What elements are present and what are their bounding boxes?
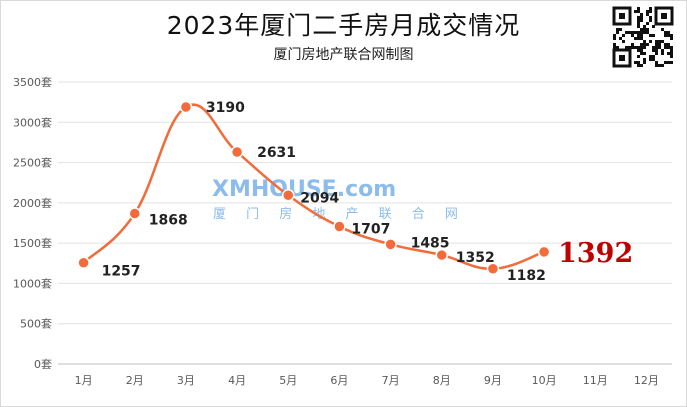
y-tick-label: 2000套 [13,197,52,210]
data-label: 1868 [149,212,188,228]
x-tick-label: 4月 [228,374,246,387]
y-tick-label: 1500套 [13,237,52,250]
y-tick-label: 1000套 [13,277,52,290]
data-point [537,245,551,259]
data-point [230,145,244,159]
highlight-data-label: 1392 [558,238,633,269]
data-label: 1352 [456,250,495,266]
x-tick-label: 10月 [532,374,557,387]
x-tick-label: 5月 [279,374,297,387]
x-tick-label: 6月 [330,374,348,387]
x-tick-label: 12月 [634,374,659,387]
data-point [486,262,500,276]
data-label: 2094 [300,190,339,206]
data-point [384,238,397,251]
y-tick-label: 3000套 [13,116,52,129]
chart-title: 2023年厦门二手房月成交情况 [166,11,521,40]
qr-code-icon [612,6,674,68]
data-point [333,220,346,233]
data-label: 1182 [507,268,546,284]
x-tick-label: 1月 [75,374,93,387]
data-point [179,100,193,114]
watermark-tagline: 厦 门 房 地 产 联 合 网 [213,206,466,222]
x-tick-label: 3月 [177,374,195,387]
x-tick-label: 8月 [433,374,451,387]
data-point [282,189,295,202]
data-label: 1257 [102,264,141,280]
x-tick-label: 9月 [484,374,502,387]
data-label: 1707 [351,221,390,237]
data-point [435,248,448,262]
data-label: 2631 [257,145,296,161]
data-point [128,207,141,220]
data-label: 1485 [411,235,450,251]
x-tick-label: 2月 [126,374,144,387]
chart-subtitle: 厦门房地产联合网制图 [273,47,414,63]
watermark-logo: XMHOUSE.com [212,177,396,202]
x-tick-label: 7月 [382,374,400,387]
data-point [77,256,90,269]
x-tick-label: 11月 [583,374,608,387]
data-label: 3190 [206,100,245,116]
y-tick-label: 2500套 [13,157,52,170]
y-tick-label: 500套 [20,318,52,331]
watermark: XMHOUSE.com 厦 门 房 地 产 联 合 网 [212,177,466,222]
y-tick-label: 0套 [34,358,52,371]
y-tick-label: 3500套 [13,76,52,89]
